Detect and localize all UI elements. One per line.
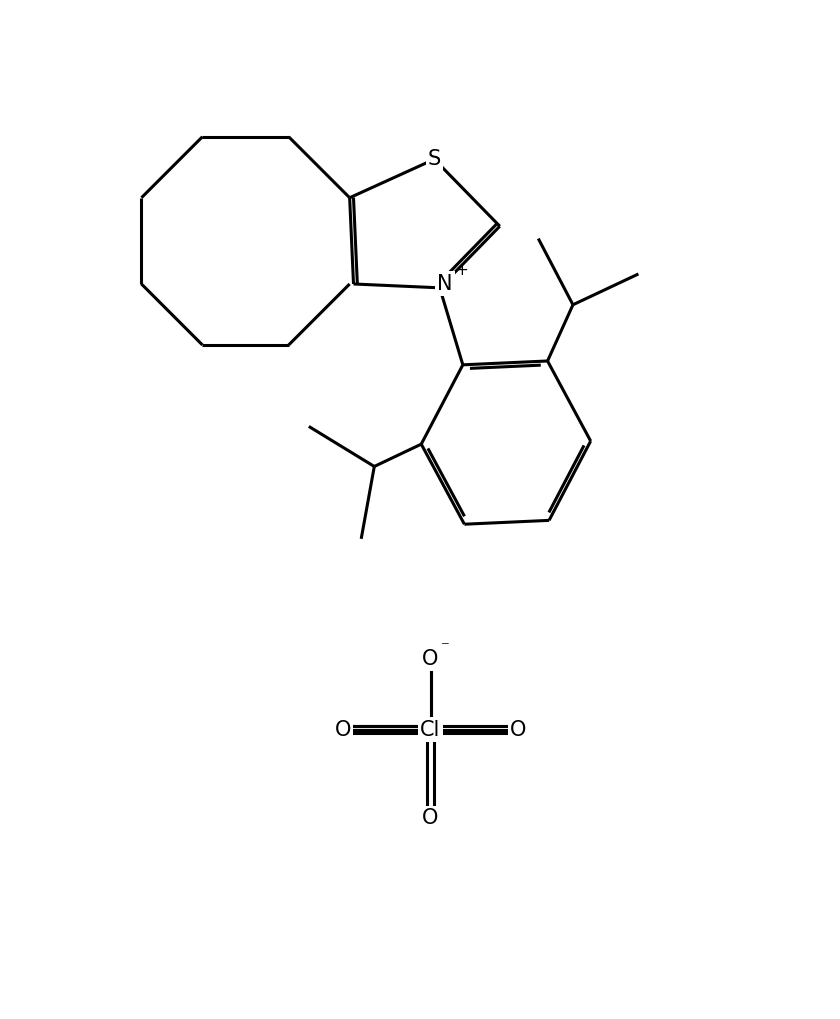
Text: +: +: [455, 263, 469, 277]
Text: O: O: [423, 649, 438, 668]
Text: Cl: Cl: [420, 719, 441, 740]
Text: ⁻: ⁻: [441, 638, 449, 655]
Text: O: O: [334, 719, 351, 740]
Text: S: S: [428, 149, 441, 169]
Text: O: O: [510, 719, 527, 740]
Text: O: O: [423, 808, 438, 827]
Text: N: N: [438, 274, 453, 293]
